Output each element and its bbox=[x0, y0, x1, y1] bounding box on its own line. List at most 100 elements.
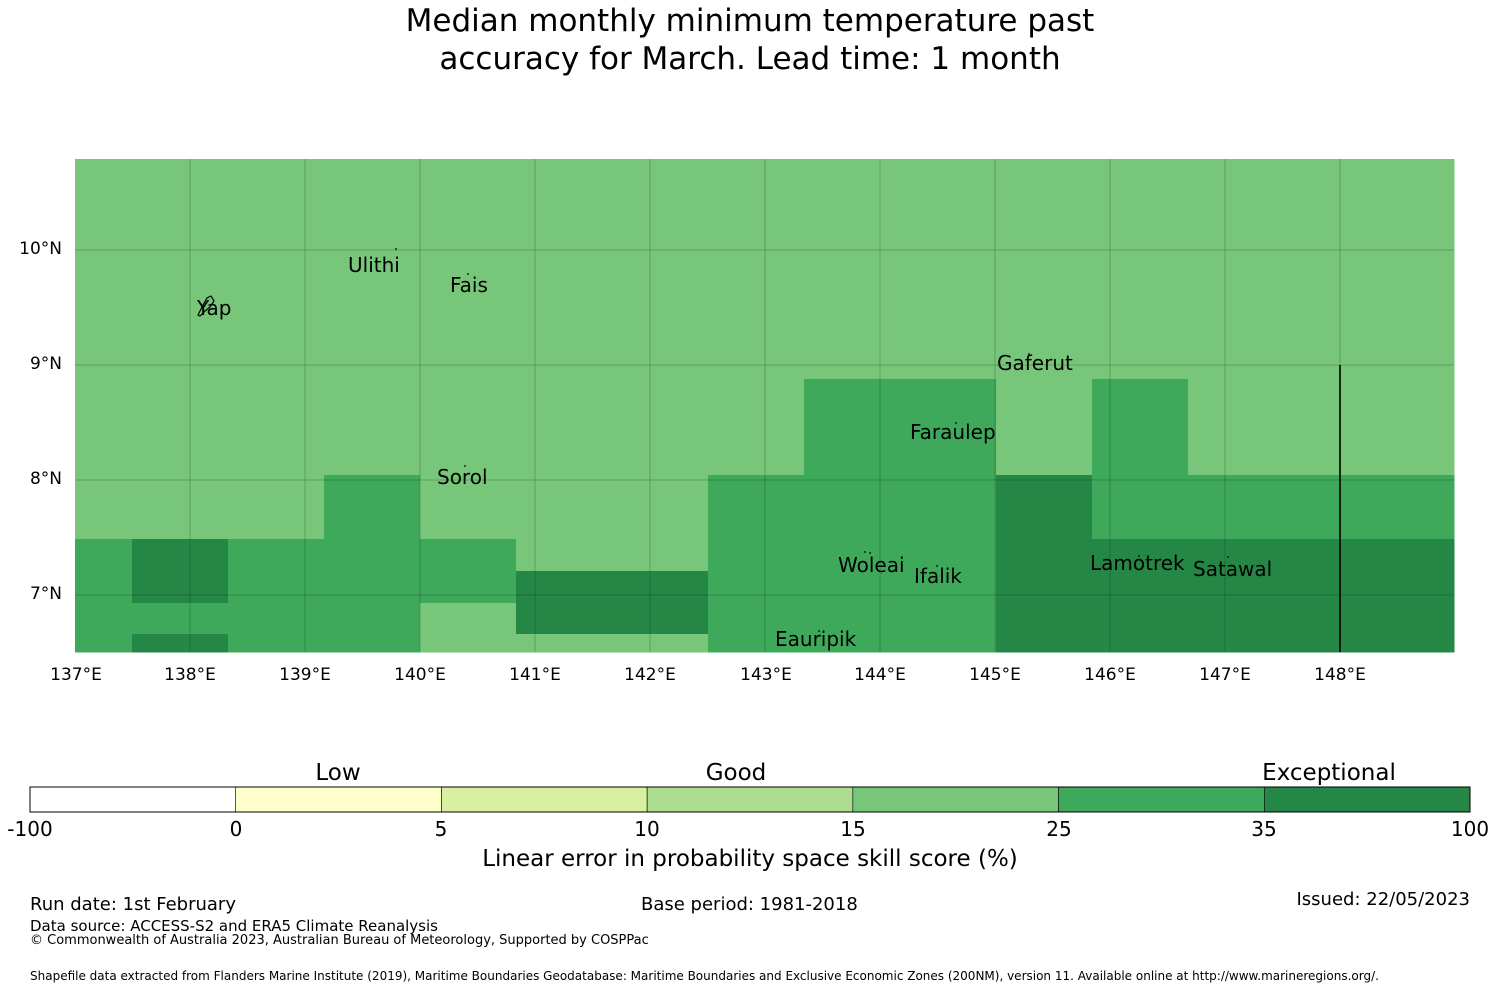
lon-label-146e: 146°E bbox=[1084, 665, 1136, 685]
grid-cell bbox=[420, 443, 517, 476]
colorbar-tick-label: 15 bbox=[840, 817, 866, 841]
grid-cell bbox=[996, 603, 1093, 635]
grid-cell bbox=[516, 251, 613, 284]
grid-cell bbox=[708, 187, 805, 220]
grid-cell bbox=[612, 251, 709, 284]
grid-cell bbox=[324, 251, 421, 284]
grid-cell bbox=[804, 603, 901, 635]
gaferut-island-dot bbox=[1028, 353, 1030, 355]
grid-cell bbox=[324, 315, 421, 348]
grid-cell bbox=[420, 475, 517, 508]
grid-cell bbox=[228, 507, 325, 540]
grid-cell bbox=[900, 283, 997, 316]
grid-cell bbox=[900, 507, 997, 540]
grid-cell bbox=[996, 219, 1093, 252]
grid-cell bbox=[516, 379, 613, 444]
grid-cell bbox=[75, 159, 133, 188]
grid-cell bbox=[228, 539, 325, 572]
grid-cell bbox=[1188, 347, 1455, 380]
grid-cell bbox=[612, 379, 709, 444]
satawal-island-dot bbox=[1227, 556, 1229, 558]
lon-label-140e: 140°E bbox=[394, 665, 446, 685]
grid-cell bbox=[900, 315, 997, 348]
grid-cell bbox=[612, 187, 709, 220]
grid-cell bbox=[516, 634, 613, 653]
grid-cell bbox=[996, 283, 1093, 316]
grid-cell bbox=[708, 379, 805, 444]
grid-cell bbox=[132, 443, 229, 476]
grid-cell bbox=[420, 379, 517, 444]
grid-cell bbox=[228, 634, 325, 653]
grid-cell bbox=[132, 347, 229, 380]
grid-cell bbox=[708, 539, 805, 572]
grid-cell bbox=[420, 507, 517, 540]
grid-cell bbox=[612, 634, 709, 653]
grid-cell bbox=[1092, 571, 1189, 604]
grid-cell bbox=[1188, 443, 1455, 476]
place-label-gaferut: Gaferut bbox=[997, 351, 1073, 375]
grid-cell bbox=[1092, 443, 1189, 476]
ulithi-island-dot bbox=[395, 248, 397, 250]
grid-cell bbox=[228, 187, 325, 220]
grid-cell bbox=[75, 347, 133, 380]
colorbar-box bbox=[235, 786, 442, 813]
grid-cell bbox=[420, 283, 517, 316]
grid-cell bbox=[612, 507, 709, 540]
lon-label-141e: 141°E bbox=[509, 665, 561, 685]
map-grid-cells bbox=[75, 159, 1455, 653]
colorbar-tick-label: 100 bbox=[1450, 817, 1490, 841]
faraulep-island-dot bbox=[955, 422, 957, 424]
sorol-island-dot bbox=[464, 465, 466, 467]
lon-label-143e: 143°E bbox=[740, 665, 792, 685]
lon-label-138e: 138°E bbox=[164, 665, 216, 685]
grid-cell bbox=[804, 379, 901, 444]
grid-cell bbox=[324, 443, 421, 476]
grid-cell bbox=[228, 571, 325, 604]
grid-cell bbox=[996, 347, 1093, 380]
colorbar-outline bbox=[29, 786, 1471, 813]
grid-cell bbox=[132, 539, 229, 572]
grid-cell bbox=[1092, 539, 1189, 572]
grid-cell bbox=[1188, 475, 1455, 508]
grid-cell bbox=[708, 507, 805, 540]
grid-cell bbox=[228, 159, 325, 188]
grid-cell bbox=[420, 219, 517, 252]
grid-cell bbox=[516, 571, 708, 634]
grid-cell bbox=[900, 251, 997, 284]
grid-cell bbox=[516, 347, 613, 380]
grid-cell bbox=[516, 159, 613, 188]
colorbar-tick-label: 5 bbox=[434, 817, 448, 841]
colorbar bbox=[29, 786, 1471, 813]
grid-cell bbox=[324, 571, 421, 604]
grid-cell bbox=[228, 283, 325, 316]
copyright: © Commonwealth of Australia 2023, Austra… bbox=[30, 933, 649, 948]
grid-cell bbox=[900, 219, 997, 252]
grid-cell bbox=[1188, 187, 1455, 220]
eauripik-island-dot bbox=[818, 630, 820, 632]
grid-cell bbox=[804, 283, 901, 316]
yap-island-shape bbox=[197, 295, 215, 317]
grid-cell bbox=[75, 315, 133, 348]
grid-cell bbox=[132, 475, 229, 508]
grid-cell bbox=[132, 379, 229, 444]
grid-cell bbox=[708, 571, 805, 604]
title-line-1: Median monthly minimum temperature past bbox=[405, 3, 1095, 39]
grid-cell bbox=[75, 443, 133, 476]
grid-cell bbox=[1188, 283, 1455, 316]
grid-cell bbox=[1092, 634, 1189, 653]
grid-cell bbox=[228, 219, 325, 252]
grid-cell bbox=[1092, 315, 1189, 348]
grid-cell bbox=[1092, 187, 1189, 220]
grid-cell bbox=[516, 507, 613, 540]
island-marks bbox=[197, 248, 1229, 632]
grid-cell bbox=[612, 315, 709, 348]
grid-cell bbox=[612, 283, 709, 316]
grid-cell bbox=[324, 539, 421, 572]
grid-cell bbox=[1188, 251, 1455, 284]
grid-cell bbox=[1092, 283, 1189, 316]
grid-cell bbox=[612, 539, 709, 572]
grid-cell bbox=[804, 571, 901, 604]
lamotrek-island-dot bbox=[1138, 555, 1140, 557]
grid-cell bbox=[804, 219, 901, 252]
colorbar-category-exceptional: Exceptional bbox=[1262, 760, 1396, 786]
